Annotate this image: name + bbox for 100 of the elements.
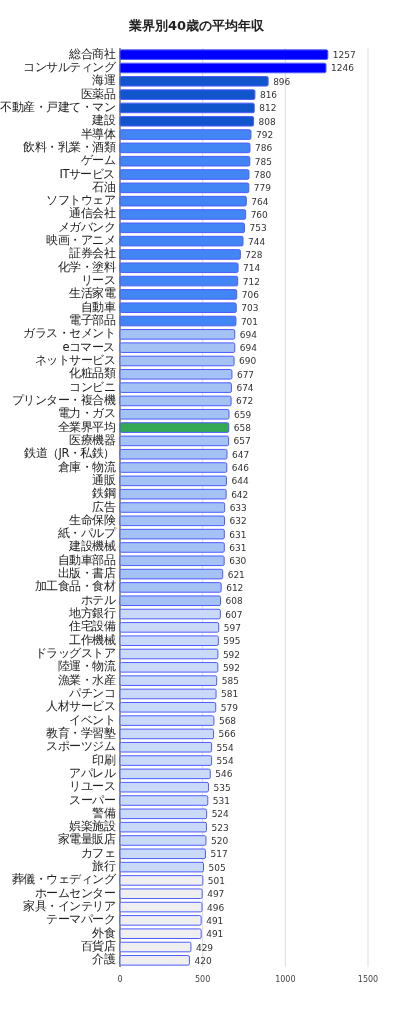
y-tick-label: 電子部品 (69, 313, 116, 328)
bar (119, 422, 230, 433)
bar (119, 209, 247, 220)
bar (119, 408, 230, 420)
bar (119, 941, 192, 953)
data-label: 712 (242, 276, 260, 287)
data-label: 501 (207, 875, 226, 886)
data-label: 568 (218, 716, 237, 727)
data-label: 523 (211, 822, 229, 833)
data-label: 785 (254, 156, 272, 167)
y-tick-label: ソフトウェア (46, 193, 116, 208)
data-label: 429 (195, 942, 214, 953)
bar (119, 955, 190, 966)
data-label: 690 (239, 356, 257, 367)
data-label: 714 (243, 263, 261, 274)
data-label: 612 (226, 582, 244, 593)
y-tick-label: 警備 (92, 805, 116, 820)
y-tick-label: 生活家電 (69, 286, 116, 301)
y-tick-label: 自動車 (80, 299, 116, 314)
y-tick-label: 倉庫・物流 (57, 459, 116, 474)
bar (119, 448, 228, 460)
bar (119, 835, 207, 846)
bar (119, 76, 269, 87)
data-label: 812 (259, 103, 277, 114)
data-label: 491 (206, 915, 224, 926)
bar (119, 741, 213, 753)
y-tick-label: ホテル (80, 592, 116, 607)
bar (119, 875, 204, 886)
y-tick-label: ネットサービス (34, 352, 115, 367)
data-label: 592 (222, 662, 241, 673)
bar (119, 795, 209, 806)
bar (119, 555, 225, 567)
y-tick-label: 建設機械 (68, 539, 116, 554)
data-label: 607 (225, 609, 243, 620)
y-tick-label: 不動産・戸建て・マン (0, 99, 115, 114)
y-tick-label: 旅行 (92, 859, 116, 874)
bar (119, 329, 236, 340)
bar (119, 369, 233, 380)
y-tick-label: 加工食品・食材 (34, 579, 116, 594)
bar (119, 195, 247, 207)
y-tick-label: 海運 (92, 73, 116, 88)
data-label: 1246 (331, 63, 355, 74)
data-label: 764 (251, 196, 269, 207)
bar (119, 582, 222, 593)
y-tick-label: 娯楽施設 (69, 819, 116, 834)
data-label: 505 (208, 862, 226, 873)
data-label: 632 (229, 516, 247, 527)
bar (119, 515, 225, 527)
y-tick-label: 陸運・物流 (57, 659, 116, 674)
bar (119, 768, 211, 780)
bar (119, 275, 239, 287)
y-tick-label: 葬儀・ウェディング (11, 872, 117, 887)
bar (119, 129, 252, 140)
bar (119, 688, 217, 700)
data-label: 780 (253, 170, 272, 181)
bar (119, 728, 215, 740)
y-tick-label: 全業界平均 (57, 419, 115, 434)
bar (119, 169, 250, 180)
data-label: 760 (250, 209, 269, 220)
y-tick-label: 外食 (92, 925, 116, 940)
data-label: 1257 (332, 50, 356, 61)
x-tick-label: 1500 (357, 975, 379, 984)
y-tick-label: eコマース (62, 339, 115, 354)
data-label: 491 (206, 929, 224, 940)
data-label: 646 (231, 463, 250, 474)
data-label: 592 (222, 649, 241, 660)
data-label: 608 (225, 596, 243, 607)
bar (119, 395, 232, 407)
y-tick-label: 印刷 (92, 752, 116, 767)
y-tick-label: 電力・ガス (57, 406, 115, 421)
y-tick-label: 地方銀行 (68, 606, 116, 621)
data-label: 497 (207, 889, 225, 900)
data-label: 546 (215, 769, 233, 780)
y-tick-label: イベント (69, 712, 115, 727)
bar (119, 182, 250, 194)
bar (119, 155, 251, 167)
data-label: 535 (213, 782, 231, 793)
bar (119, 488, 227, 500)
y-tick-label: カフェ (80, 845, 115, 860)
y-tick-label: 自動車部品 (57, 552, 116, 567)
data-label: 531 (212, 796, 230, 807)
y-tick-label: スーパー (69, 792, 115, 807)
data-label: 644 (231, 476, 249, 487)
data-label: 554 (216, 742, 235, 753)
bar (119, 62, 327, 74)
y-tick-label: 半導体 (80, 126, 116, 141)
data-label: 659 (233, 409, 252, 420)
data-label: 706 (241, 289, 260, 300)
data-label: 779 (253, 183, 272, 194)
y-tick-label: ITサービス (59, 166, 115, 181)
y-tick-label: 生命保険 (69, 512, 116, 527)
data-label: 753 (249, 223, 267, 234)
x-tick-label: 0 (117, 975, 123, 984)
data-label: 630 (229, 556, 247, 567)
data-label: 728 (245, 249, 263, 260)
bar (119, 89, 256, 100)
bar (119, 888, 203, 900)
bar (119, 235, 244, 247)
bar (119, 355, 235, 367)
y-tick-label: 飲料・乳業・酒類 (23, 139, 116, 154)
